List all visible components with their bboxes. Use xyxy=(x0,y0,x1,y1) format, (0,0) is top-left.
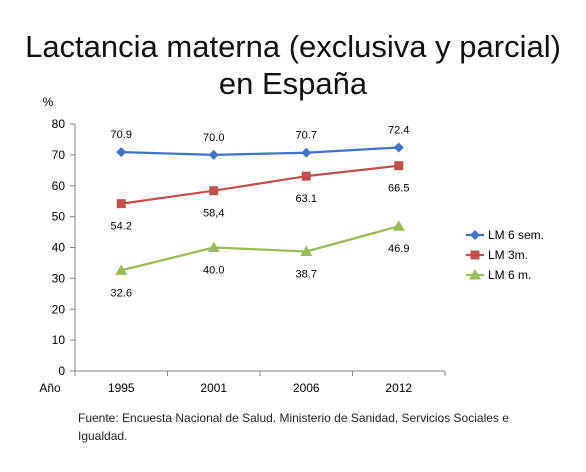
data-label: 70.0 xyxy=(203,132,224,144)
y-tick-label: 20 xyxy=(52,302,66,316)
data-point-series-1 xyxy=(393,142,404,153)
data-point-series-3 xyxy=(392,220,405,231)
legend-label-2: LM 3m. xyxy=(488,248,528,262)
y-tick-label: 40 xyxy=(52,241,66,255)
series-line-3 xyxy=(120,225,400,272)
data-label: 63.1 xyxy=(296,193,317,205)
data-label: 40.0 xyxy=(203,265,224,277)
y-axis-label: % xyxy=(43,95,54,109)
chart-title-line-2: en España xyxy=(218,66,368,101)
data-label: 70.7 xyxy=(296,130,317,142)
x-tick-label: 2006 xyxy=(293,381,320,395)
data-point-series-3 xyxy=(300,245,313,257)
x-tick-label: 2012 xyxy=(385,381,412,395)
series-line-1 xyxy=(121,146,399,156)
y-tick-label: 10 xyxy=(52,333,66,347)
data-label: 54.2 xyxy=(111,221,132,233)
legend-label-3: LM 6 m. xyxy=(488,268,531,282)
y-tick-label: 30 xyxy=(52,271,66,285)
data-label: 66.5 xyxy=(388,183,409,195)
y-tick-label: 70 xyxy=(52,148,66,162)
data-point-series-1 xyxy=(116,147,127,158)
data-point-series-3 xyxy=(115,264,128,275)
x-tick-label: 2001 xyxy=(200,381,227,395)
data-label: 72.4 xyxy=(388,124,409,136)
data-point-series-1 xyxy=(208,149,219,160)
data-point-series-2 xyxy=(209,186,219,196)
legend-marker-2 xyxy=(470,250,480,260)
y-tick-label: 0 xyxy=(58,364,65,378)
series-line-2 xyxy=(121,164,399,205)
source-note: Fuente: Encuesta Nacional de Salud. Mini… xyxy=(78,411,509,443)
data-point-series-3 xyxy=(207,241,220,252)
legend-label-1: LM 6 sem. xyxy=(488,228,544,242)
legend-marker-1 xyxy=(470,230,480,240)
chart-title-line-1: Lactancia materna (exclusiva y parcial) xyxy=(25,29,561,64)
data-label: 70.9 xyxy=(111,129,132,141)
x-tick-label: 1995 xyxy=(108,381,135,395)
y-tick-label: 80 xyxy=(52,117,66,131)
chart-title: Lactancia materna (exclusiva y parcial) … xyxy=(0,28,586,102)
data-label: 38.7 xyxy=(296,269,317,281)
legend-marker-3 xyxy=(469,269,481,280)
x-axis-label: Año xyxy=(39,381,61,395)
data-point-series-1 xyxy=(301,147,312,158)
data-point-series-2 xyxy=(394,161,404,171)
data-point-series-2 xyxy=(116,199,126,209)
data-label: 58,4 xyxy=(203,208,224,220)
data-label: 32.6 xyxy=(111,287,132,299)
data-label: 46.9 xyxy=(388,243,409,255)
y-tick-label: 60 xyxy=(52,179,66,193)
data-point-series-2 xyxy=(301,171,311,181)
y-tick-label: 50 xyxy=(52,210,66,224)
